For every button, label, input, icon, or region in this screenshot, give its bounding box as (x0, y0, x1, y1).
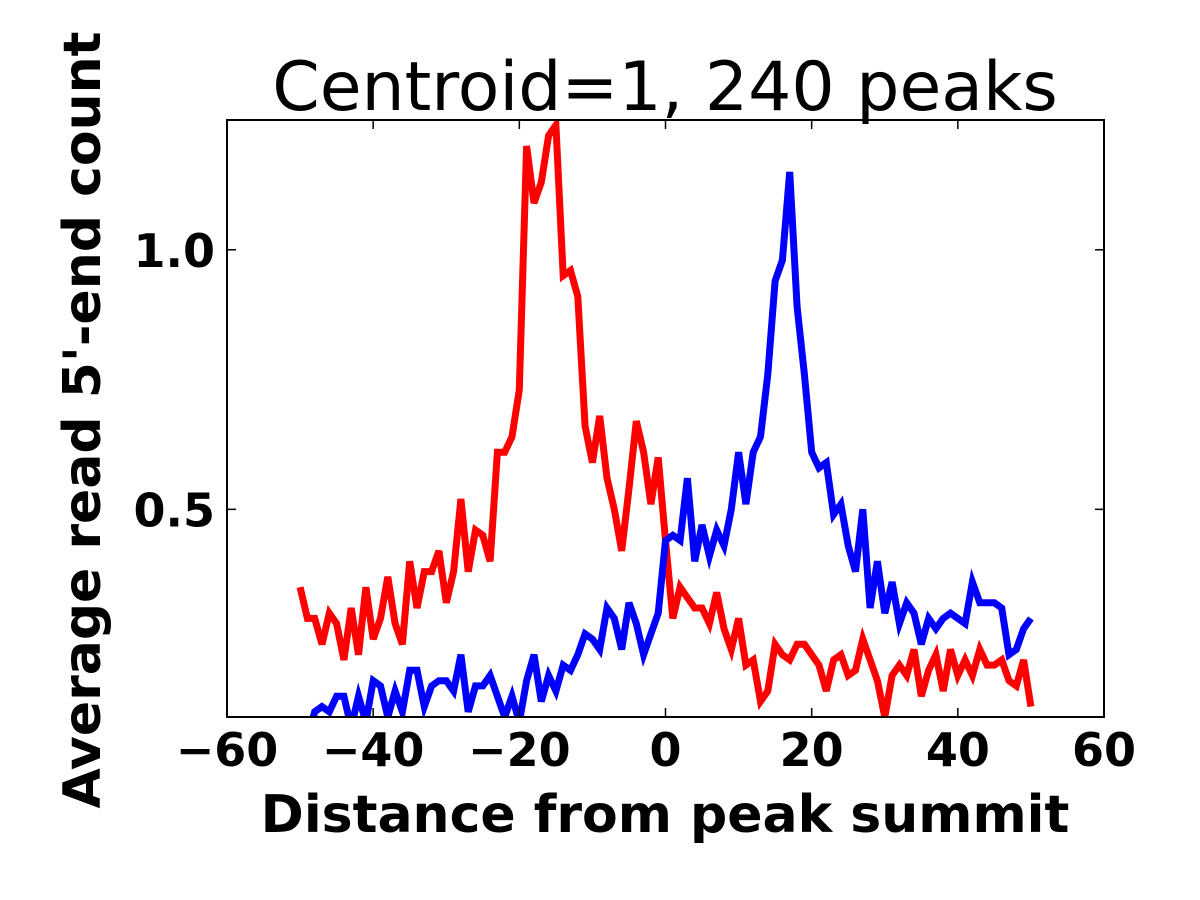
y-axis-label: Average read 5'-end count (53, 32, 113, 809)
x-tick-label: 0 (649, 723, 681, 777)
x-tick-label: 40 (926, 723, 990, 777)
series-line-blue (300, 171, 1034, 717)
x-tick-label: 60 (1072, 723, 1136, 777)
x-tick-label: 20 (780, 723, 844, 777)
x-tick-label: −20 (468, 723, 571, 777)
x-tick-label: −40 (322, 723, 425, 777)
y-tick-label: 0.5 (134, 483, 216, 537)
x-axis-label: Distance from peak summit (261, 785, 1070, 845)
y-tick-label: 1.0 (134, 224, 216, 278)
series-layer (296, 120, 1035, 717)
x-tick-label: −60 (176, 723, 279, 777)
chart-title: Centroid=1, 240 peaks (272, 48, 1058, 127)
series-line-red (296, 120, 1035, 717)
ticks-layer: −60 −40 −20 0 20 40 60 0.5 1.0 (134, 120, 1136, 777)
